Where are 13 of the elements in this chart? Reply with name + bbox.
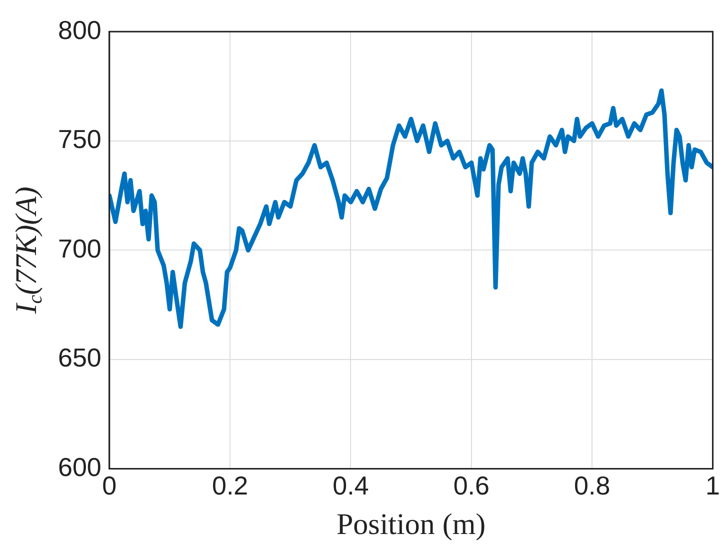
y-tick-label: 750 [58, 124, 102, 154]
x-tick-label: 0 [102, 470, 117, 501]
x-axis-title: Position (m) [336, 508, 486, 541]
y-tick-label: 800 [58, 14, 102, 45]
y-tick-label: 700 [58, 233, 102, 264]
y-tick-label: 650 [58, 342, 102, 373]
x-tick-label: 0.6 [453, 470, 490, 501]
x-tick-label: 1 [706, 470, 720, 501]
x-tick-label: 0.8 [574, 470, 610, 501]
y-axis-title: Ic(77K)(A) [10, 186, 46, 315]
x-tick-label: 0.4 [332, 470, 369, 501]
x-tick-label: 0.2 [212, 470, 248, 501]
y-tick-label: 600 [58, 452, 102, 482]
